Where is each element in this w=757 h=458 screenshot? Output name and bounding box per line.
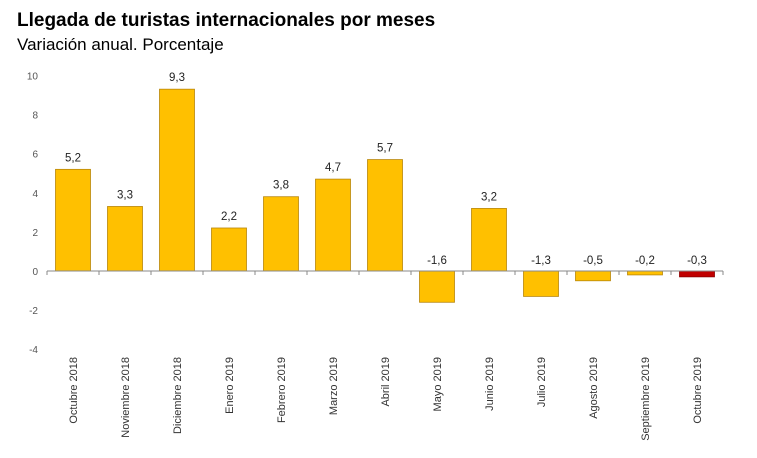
category-label: Octubre 2019 [692, 357, 704, 424]
bar [523, 270, 559, 297]
y-tick-label: 10 [27, 72, 39, 83]
category-label: Septiembre 2019 [640, 357, 652, 441]
category-label: Enero 2019 [224, 357, 236, 414]
bars [55, 88, 715, 303]
bar [679, 270, 715, 278]
category-label: Febrero 2019 [276, 357, 288, 423]
category-label: Diciembre 2018 [172, 357, 184, 434]
category-label: Octubre 2018 [68, 357, 80, 424]
bar [107, 206, 143, 272]
bar [315, 178, 351, 272]
data-label: -0,5 [583, 255, 603, 267]
category-label: Agosto 2019 [588, 357, 600, 419]
chart-title: Llegada de turistas internacionales por … [17, 10, 436, 31]
data-label: -1,6 [427, 255, 447, 267]
y-tick-label: -2 [29, 306, 38, 317]
bar [211, 227, 247, 272]
category-label: Mayo 2019 [432, 357, 444, 411]
y-tick-label: 4 [32, 189, 38, 200]
data-label: 3,8 [273, 180, 289, 192]
bar [263, 196, 299, 272]
data-label: -0,2 [635, 255, 655, 267]
y-tick-label: 6 [32, 150, 38, 161]
bar [627, 270, 663, 276]
data-label: 4,7 [325, 162, 341, 174]
data-label: 2,2 [221, 211, 237, 223]
y-tick-label: 2 [32, 228, 38, 239]
data-label: -1,3 [531, 255, 551, 267]
bar [159, 88, 195, 272]
bar [367, 159, 403, 272]
data-label: 5,7 [377, 143, 393, 155]
y-tick-label: -4 [29, 345, 38, 356]
x-axis [46, 270, 724, 275]
bar [575, 270, 611, 282]
bar [55, 168, 91, 272]
category-label: Marzo 2019 [328, 357, 340, 415]
data-label: 5,2 [65, 152, 81, 164]
data-labels: 5,2 3,3 9,3 2,2 3,8 4,7 5,7 -1,6 3,2 -1,3 -0,5 -0,2… [65, 72, 707, 267]
category-label: Julio 2019 [536, 357, 548, 407]
category-label: Abril 2019 [380, 357, 392, 407]
data-label: 3,3 [117, 189, 133, 201]
y-tick-label: 0 [32, 267, 38, 278]
category-label: Noviembre 2018 [120, 357, 132, 438]
category-label: Junio 2019 [484, 357, 496, 411]
y-tick-label: 8 [32, 111, 38, 122]
chart-subtitle: Variación anual. Porcentaje [17, 35, 224, 54]
y-axis: -4 -2 0 2 4 6 8 10 [27, 72, 39, 357]
bar [471, 208, 507, 272]
category-labels: Octubre 2018 Noviembre 2018 Diciembre 2018… [68, 357, 704, 441]
data-label: -0,3 [687, 255, 707, 267]
bar [419, 270, 455, 303]
data-label: 9,3 [169, 72, 185, 84]
data-label: 3,2 [481, 191, 497, 203]
